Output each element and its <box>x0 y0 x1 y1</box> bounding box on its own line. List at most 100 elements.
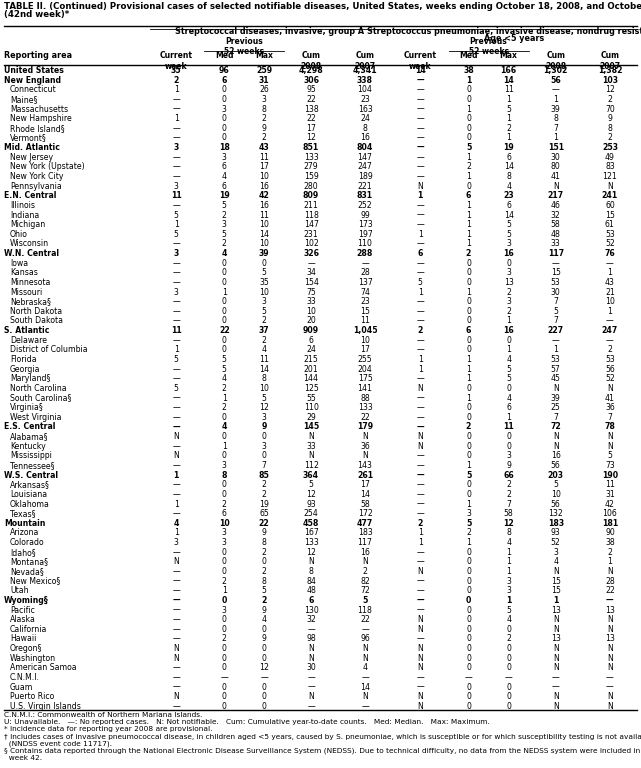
Text: 15: 15 <box>605 210 615 220</box>
Text: 4: 4 <box>222 249 227 258</box>
Text: —: — <box>172 586 180 595</box>
Text: —: — <box>417 586 424 595</box>
Text: 0: 0 <box>222 596 227 605</box>
Text: 2: 2 <box>262 480 267 489</box>
Text: 2: 2 <box>222 384 227 393</box>
Text: 14: 14 <box>504 210 513 220</box>
Text: 56: 56 <box>551 499 561 508</box>
Text: 909: 909 <box>303 326 319 335</box>
Text: —: — <box>172 567 180 576</box>
Text: 5: 5 <box>506 605 511 614</box>
Text: —: — <box>172 683 180 692</box>
Text: 0: 0 <box>466 336 471 345</box>
Text: —: — <box>417 558 424 566</box>
Text: 34: 34 <box>306 268 316 277</box>
Text: 3: 3 <box>222 153 227 162</box>
Text: —: — <box>465 673 472 682</box>
Text: 0: 0 <box>222 702 227 711</box>
Text: 96: 96 <box>219 66 229 75</box>
Text: N: N <box>607 702 613 711</box>
Text: —: — <box>361 259 369 268</box>
Text: 2: 2 <box>608 346 612 354</box>
Text: 3: 3 <box>506 577 511 586</box>
Text: Previous
52 weeks: Previous 52 weeks <box>469 37 509 56</box>
Text: West Virginia: West Virginia <box>10 413 62 422</box>
Text: —: — <box>417 240 424 248</box>
Text: —: — <box>172 634 180 644</box>
Text: Idaho§: Idaho§ <box>10 548 36 557</box>
Text: 254: 254 <box>304 509 319 518</box>
Text: 4: 4 <box>262 346 267 354</box>
Text: 2: 2 <box>608 95 612 104</box>
Text: 11: 11 <box>259 210 269 220</box>
Text: —: — <box>417 683 424 692</box>
Text: 183: 183 <box>358 528 372 538</box>
Text: 3: 3 <box>222 220 227 229</box>
Text: 1: 1 <box>418 365 423 374</box>
Text: 1: 1 <box>174 528 179 538</box>
Text: 0: 0 <box>222 558 227 566</box>
Text: W.S. Central: W.S. Central <box>4 471 58 480</box>
Text: Cum
2007: Cum 2007 <box>354 51 376 71</box>
Text: 0: 0 <box>506 683 511 692</box>
Text: N: N <box>173 558 179 566</box>
Text: —: — <box>172 393 180 402</box>
Text: 1: 1 <box>506 346 511 354</box>
Text: 5: 5 <box>418 278 422 287</box>
Text: Cum
2008: Cum 2008 <box>545 51 566 71</box>
Text: 35: 35 <box>171 66 181 75</box>
Text: —: — <box>417 548 424 557</box>
Text: 1: 1 <box>222 586 227 595</box>
Text: —: — <box>552 683 560 692</box>
Text: —: — <box>172 240 180 248</box>
Text: 32: 32 <box>306 615 316 624</box>
Text: 53: 53 <box>605 230 615 239</box>
Text: Oklahoma: Oklahoma <box>10 499 50 508</box>
Text: 121: 121 <box>603 172 617 181</box>
Text: 15: 15 <box>551 268 561 277</box>
Text: N: N <box>553 702 558 711</box>
Text: U.S. Virgin Islands: U.S. Virgin Islands <box>10 702 81 711</box>
Text: 1: 1 <box>608 307 612 316</box>
Text: 1: 1 <box>174 220 179 229</box>
Text: 37: 37 <box>259 326 269 335</box>
Text: 2: 2 <box>174 75 179 84</box>
Text: 190: 190 <box>602 471 618 480</box>
Text: 6: 6 <box>506 201 511 210</box>
Text: 11: 11 <box>171 326 181 335</box>
Text: 8: 8 <box>506 172 511 181</box>
Text: 23: 23 <box>360 95 370 104</box>
Text: 5: 5 <box>466 471 471 480</box>
Text: 2: 2 <box>608 134 612 142</box>
Text: 83: 83 <box>605 162 615 171</box>
Text: 0: 0 <box>222 114 227 123</box>
Text: —: — <box>172 336 180 345</box>
Text: —: — <box>361 625 369 634</box>
Text: Indiana: Indiana <box>10 210 39 220</box>
Text: 144: 144 <box>304 374 319 383</box>
Text: 45: 45 <box>551 374 561 383</box>
Text: N: N <box>607 644 613 653</box>
Text: 2: 2 <box>222 403 227 412</box>
Text: N: N <box>553 625 558 634</box>
Text: 36: 36 <box>605 403 615 412</box>
Text: 33: 33 <box>306 297 316 306</box>
Text: 0: 0 <box>466 558 471 566</box>
Text: 0: 0 <box>466 452 471 460</box>
Text: 5: 5 <box>362 596 368 605</box>
Text: 2: 2 <box>262 567 267 576</box>
Text: Florida: Florida <box>10 355 37 364</box>
Text: 2: 2 <box>417 326 423 335</box>
Text: 22: 22 <box>306 95 316 104</box>
Text: —: — <box>260 673 268 682</box>
Text: Mid. Atlantic: Mid. Atlantic <box>4 143 60 152</box>
Text: 0: 0 <box>466 654 471 663</box>
Text: N: N <box>553 692 558 701</box>
Text: 14: 14 <box>360 683 370 692</box>
Text: 11: 11 <box>503 422 514 432</box>
Text: 3: 3 <box>262 95 267 104</box>
Text: Mountain: Mountain <box>4 519 46 528</box>
Text: N: N <box>553 644 558 653</box>
Text: 217: 217 <box>547 191 564 200</box>
Text: —: — <box>417 95 424 104</box>
